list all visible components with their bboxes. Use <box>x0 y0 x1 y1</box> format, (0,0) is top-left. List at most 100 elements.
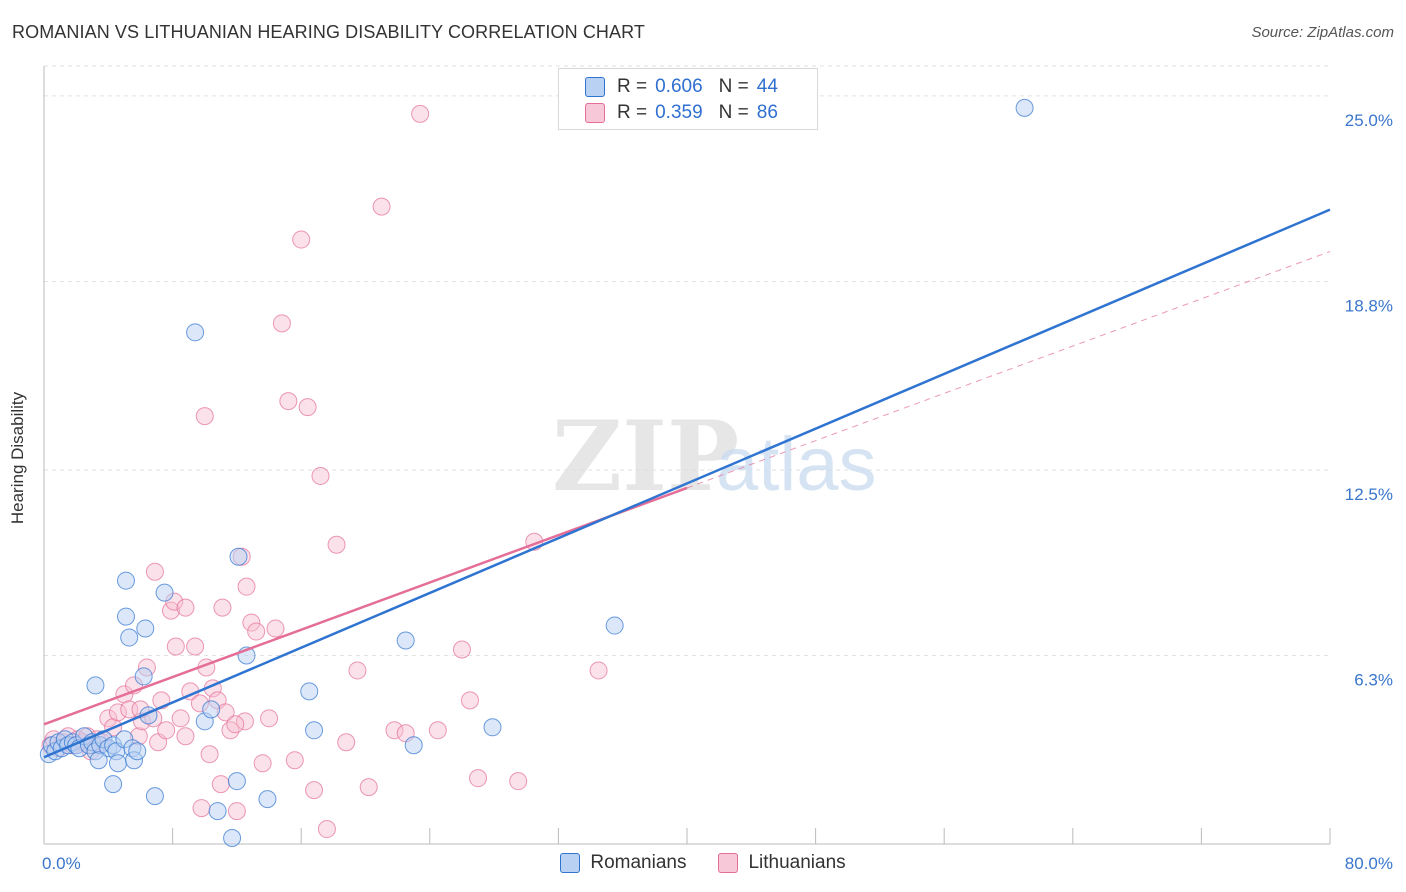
lithuanians-trend-line <box>43 486 688 726</box>
lithuanians-point <box>200 745 219 764</box>
romanians-point <box>227 772 246 791</box>
lithuanians-point <box>253 754 272 773</box>
lithuanians-point <box>411 104 430 123</box>
romanians-point <box>202 700 221 719</box>
lithuanians-swatch <box>585 103 605 123</box>
lithuanians-n-value: 86 <box>756 102 778 123</box>
lithuanians-points <box>41 104 608 839</box>
romanians-point <box>145 787 164 806</box>
lithuanians-point <box>285 751 304 770</box>
y-tick-label: 18.8% <box>1345 296 1393 315</box>
lithuanians-point <box>337 733 356 752</box>
lithuanians-point <box>211 775 230 794</box>
romanians-point <box>223 829 242 848</box>
romanians-point <box>404 736 423 755</box>
legend-row-romanians: R = 0.606 N = 44 <box>585 75 794 99</box>
lithuanians-point <box>589 661 608 680</box>
tick-labels: 6.3% 12.5% 18.8% 25.0% 0.0% 80.0% <box>42 111 1393 873</box>
r-label: R = <box>617 102 648 123</box>
romanians-point <box>86 676 105 695</box>
watermark-atlas: atlas <box>716 422 877 507</box>
romanians-point <box>128 742 147 761</box>
romanians-point <box>116 607 135 626</box>
lithuanians-point <box>266 619 285 638</box>
r-label: R = <box>617 76 648 97</box>
romanians-legend-swatch <box>560 853 581 873</box>
n-label: N = <box>718 76 749 97</box>
lithuanians-point <box>385 721 404 740</box>
lithuanians-point <box>305 781 324 800</box>
legend-item-romanians: Romanians <box>560 852 686 874</box>
lithuanians-legend-label: Lithuanians <box>748 852 846 873</box>
lithuanians-point <box>99 709 118 728</box>
romanians-point <box>300 682 319 701</box>
romanians-trend-line <box>43 208 1331 759</box>
romanians-point <box>305 721 324 740</box>
legend-row-lithuanians: R = 0.359 N = 86 <box>585 101 794 125</box>
source-label: Source: ZipAtlas.com <box>1251 24 1394 41</box>
romanians-point <box>104 775 123 794</box>
lithuanians-point <box>176 598 195 617</box>
lithuanians-point <box>372 197 391 216</box>
lithuanians-point <box>260 709 279 728</box>
romanians-point <box>155 583 174 602</box>
lithuanians-point <box>311 466 330 485</box>
lithuanians-point <box>452 640 471 659</box>
legend-item-lithuanians: Lithuanians <box>718 852 846 874</box>
series-legend: Romanians Lithuanians <box>0 852 1406 874</box>
lithuanians-point <box>145 562 164 581</box>
trend-lines <box>43 208 1331 759</box>
lithuanians-point <box>509 772 528 791</box>
grid-lines <box>44 65 1330 656</box>
romanians-point <box>483 718 502 737</box>
lithuanians-point <box>272 314 291 333</box>
romanians-point <box>208 802 227 821</box>
lithuanians-point <box>348 661 367 680</box>
romanians-swatch <box>585 77 605 97</box>
romanians-point <box>229 547 248 566</box>
lithuanians-point <box>226 715 245 734</box>
watermark-zip: ZIP <box>552 400 739 513</box>
lithuanians-point <box>460 691 479 710</box>
lithuanians-point <box>227 802 246 821</box>
lithuanians-point <box>235 712 254 731</box>
x-tick-label-min: 0.0% <box>42 854 81 873</box>
axes <box>43 66 1331 845</box>
romanians-point <box>186 323 205 342</box>
stats-legend: R = 0.606 N = 44 R = 0.359 N = 86 <box>558 68 818 130</box>
romanians-point <box>89 751 108 770</box>
lithuanians-r-value: 0.359 <box>655 102 703 123</box>
y-tick-label: 25.0% <box>1345 111 1393 130</box>
lithuanians-point <box>242 613 261 632</box>
romanians-point <box>116 571 135 590</box>
lithuanians-point <box>213 598 232 617</box>
lithuanians-point <box>166 637 185 656</box>
lithuanians-point <box>186 637 205 656</box>
lithuanians-point <box>327 535 346 554</box>
chart-title: ROMANIAN VS LITHUANIAN HEARING DISABILIT… <box>12 22 646 42</box>
lithuanians-point <box>221 721 240 740</box>
n-label: N = <box>718 102 749 123</box>
lithuanians-point <box>237 577 256 596</box>
lithuanians-point <box>247 622 266 641</box>
y-tick-label: 6.3% <box>1354 670 1393 689</box>
romanians-legend-label: Romanians <box>590 852 687 873</box>
romanians-point <box>120 628 139 647</box>
romanians-r-value: 0.606 <box>655 76 703 97</box>
lithuanians-point <box>195 407 214 426</box>
y-axis-title: Hearing Disability <box>8 391 27 525</box>
lithuanians-trend-dashed <box>686 251 1331 489</box>
lithuanians-point <box>317 820 336 839</box>
lithuanians-point <box>108 703 127 722</box>
romanians-n-value: 44 <box>756 76 778 97</box>
romanians-point <box>605 616 624 635</box>
romanians-point <box>258 790 277 809</box>
romanians-point <box>136 619 155 638</box>
lithuanians-point <box>359 778 378 797</box>
romanians-point <box>1015 98 1034 117</box>
y-tick-label: 12.5% <box>1345 485 1393 504</box>
lithuanians-point <box>428 721 447 740</box>
lithuanians-point <box>171 709 190 728</box>
